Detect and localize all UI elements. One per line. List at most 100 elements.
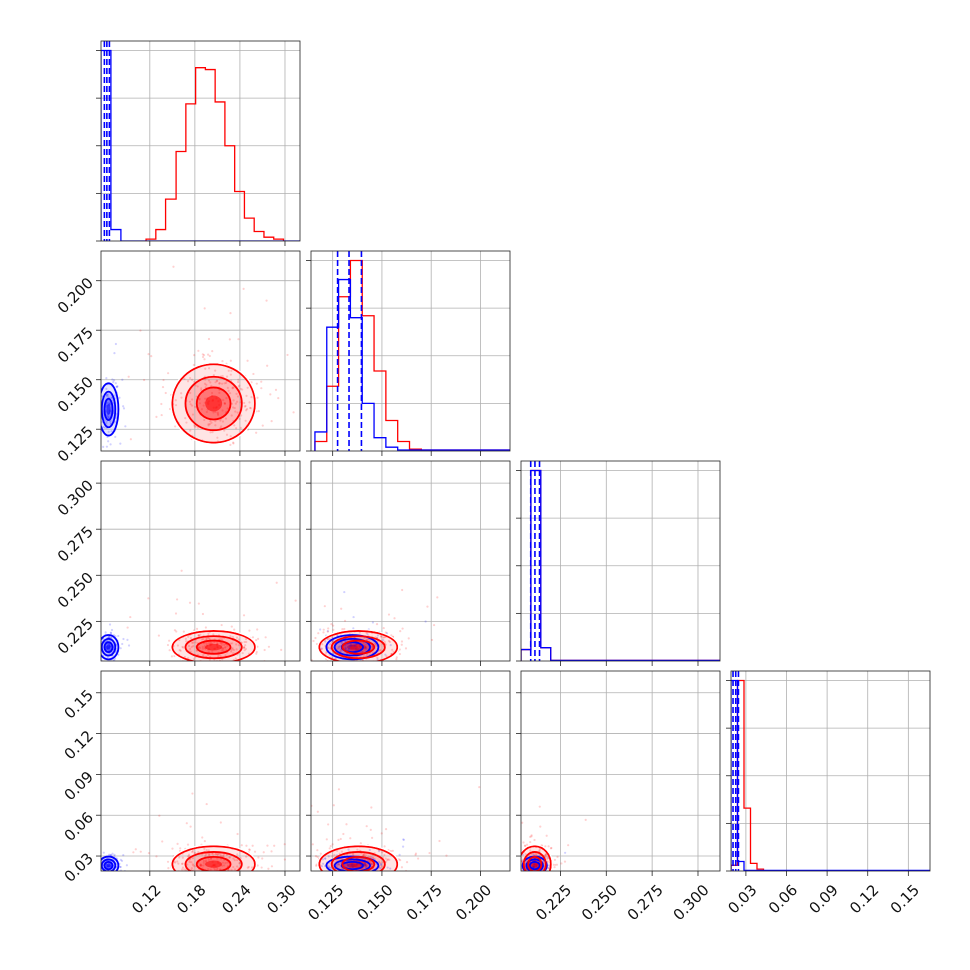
- scatter-point: [188, 601, 192, 604]
- scatter-point: [189, 637, 193, 640]
- scatter-point: [191, 849, 194, 853]
- scatter-point: [352, 644, 356, 647]
- scatter-point: [219, 638, 222, 641]
- scatter-point: [174, 399, 177, 402]
- scatter-point: [246, 359, 249, 362]
- scatter-point: [321, 862, 325, 865]
- scatter-point: [178, 879, 180, 881]
- density-fill: [205, 395, 223, 412]
- scatter-point: [207, 642, 210, 645]
- scatter-point: [387, 639, 391, 643]
- scatter-point: [221, 864, 224, 867]
- scatter-point: [242, 287, 245, 290]
- grid-layer: [101, 41, 930, 871]
- scatter-point: [243, 646, 246, 649]
- scatter-point: [236, 411, 239, 414]
- scatter-point: [199, 863, 203, 867]
- scatter-point: [374, 873, 376, 875]
- scatter-point: [186, 380, 190, 383]
- scatter-point: [438, 839, 441, 843]
- contour-line: [528, 860, 541, 871]
- scatter-point: [363, 853, 366, 856]
- scatter-point: [222, 855, 225, 858]
- scatter-point: [546, 890, 548, 892]
- scatter-point: [382, 636, 385, 639]
- scatter-point: [535, 865, 539, 868]
- scatter-point: [186, 876, 188, 878]
- scatter-point: [521, 859, 523, 862]
- scatter-point: [237, 380, 240, 384]
- scatter-point: [545, 875, 547, 877]
- scatter-point: [556, 855, 559, 859]
- scatter-point: [230, 414, 233, 417]
- scatter-point: [104, 409, 108, 412]
- scatter-point: [485, 850, 487, 852]
- scatter-point: [514, 861, 516, 863]
- scatter-point: [530, 865, 533, 868]
- scatter-point: [229, 359, 232, 362]
- scatter-point: [223, 864, 226, 867]
- scatter-point: [386, 866, 389, 869]
- scatter-point: [337, 863, 341, 866]
- scatter-point: [308, 644, 310, 646]
- contour-line: [184, 375, 243, 432]
- scatter-point: [186, 843, 190, 846]
- scatter-point: [260, 387, 263, 390]
- scatter-point: [237, 378, 240, 381]
- scatter-point: [349, 644, 353, 647]
- scatter-point: [105, 661, 107, 663]
- scatter-point: [351, 875, 353, 877]
- scatter-point: [110, 636, 113, 639]
- scatter-point: [192, 363, 195, 367]
- scatter-point: [382, 626, 385, 630]
- scatter-point: [109, 853, 113, 857]
- scatter-point: [519, 874, 521, 876]
- scatter-point: [108, 853, 111, 856]
- scatter-point: [365, 863, 368, 867]
- scatter-point: [526, 872, 528, 874]
- scatter-point: [207, 637, 211, 640]
- scatter-point: [348, 866, 352, 869]
- scatter-point: [543, 874, 545, 876]
- scatter-point: [147, 597, 150, 600]
- scatter-point: [338, 875, 340, 877]
- scatter-point: [544, 853, 548, 856]
- scatter-point: [225, 375, 229, 378]
- scatter-point: [109, 644, 112, 648]
- scatter-point: [327, 627, 330, 630]
- scatter-point: [241, 876, 243, 878]
- scatter-point: [191, 792, 194, 795]
- scatter-point: [250, 866, 254, 869]
- scatter-point: [260, 866, 263, 869]
- scatter-point: [228, 392, 232, 395]
- scatter-point: [236, 865, 239, 868]
- scatter-point: [316, 810, 319, 813]
- scatter-point: [115, 385, 118, 389]
- contour-line: [341, 639, 376, 655]
- x-tick-label: 0.03: [724, 881, 760, 917]
- scatter-point: [105, 646, 108, 649]
- scatter-point: [389, 643, 392, 647]
- scatter-point: [235, 643, 238, 646]
- scatter-point: [332, 624, 335, 627]
- scatter-point: [208, 423, 211, 426]
- scatter-point: [331, 854, 334, 858]
- scatter-point: [383, 853, 386, 857]
- scatter-point: [95, 650, 97, 652]
- x-tick-label: 0.275: [624, 881, 667, 924]
- scatter-point: [233, 661, 235, 663]
- scatter-point: [308, 631, 310, 633]
- scatter-point: [542, 883, 544, 885]
- scatter-point: [549, 874, 551, 876]
- scatter-point: [203, 401, 206, 404]
- contour-line: [101, 858, 117, 871]
- scatter-point: [525, 880, 527, 882]
- scatter-point: [168, 649, 171, 652]
- scatter-point: [372, 857, 375, 860]
- scatter-point: [191, 663, 193, 665]
- scatter-point: [104, 631, 107, 634]
- scatter-point: [246, 866, 249, 869]
- scatter-point: [108, 863, 111, 867]
- scatter-point: [212, 864, 215, 867]
- scatter-point: [506, 854, 508, 856]
